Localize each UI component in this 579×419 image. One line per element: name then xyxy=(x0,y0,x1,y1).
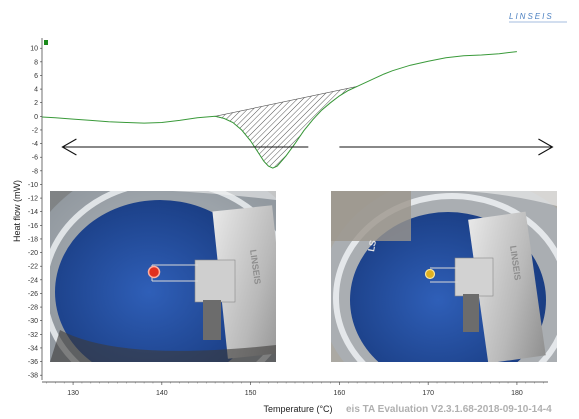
x-tick-label: 160 xyxy=(334,390,346,397)
x-tick-label: 130 xyxy=(67,390,79,397)
y-axis: 10 8 6 4 2 0 -2 -4 -6 -8 -10 -12 -14 -16 -18 -20 -22 -24 -… xyxy=(28,38,43,380)
y-tick-label: -12 xyxy=(28,196,38,203)
x-tick-label: 140 xyxy=(156,390,168,397)
left-indicator-light xyxy=(147,265,161,279)
x-tick-label: 170 xyxy=(422,390,434,397)
y-tick-label: 2 xyxy=(34,100,38,107)
series-marker xyxy=(44,40,48,45)
y-tick-label: 4 xyxy=(34,87,38,94)
right-body-text: LS xyxy=(366,239,378,252)
y-tick-label: -26 xyxy=(28,291,38,298)
y-tick-label: -38 xyxy=(28,373,38,380)
photo-left: LINSEIS xyxy=(50,191,276,362)
footer-version: eis TA Evaluation V2.3.1.68-2018-09-10-1… xyxy=(346,404,552,415)
y-tick-label: -6 xyxy=(32,155,38,162)
brand-logo: LINSEIS xyxy=(509,12,554,21)
y-tick-label: -16 xyxy=(28,223,38,230)
y-tick-label: -36 xyxy=(28,359,38,366)
y-tick-label: -28 xyxy=(28,305,38,312)
y-tick-label: -32 xyxy=(28,332,38,339)
y-tick-label: -10 xyxy=(28,182,38,189)
heat-flow-line xyxy=(41,51,517,169)
x-tick-label: 150 xyxy=(245,390,257,397)
y-tick-label: -34 xyxy=(28,345,38,352)
y-tick-label: 10 xyxy=(30,46,38,53)
x-axis: 130 140 150 160 170 180 xyxy=(42,381,548,397)
y-axis-label: Heat flow (mW) xyxy=(12,180,22,242)
arrow-right xyxy=(339,138,554,156)
x-axis-label: Temperature (°C) xyxy=(263,404,332,414)
y-tick-label: -22 xyxy=(28,264,38,271)
photo-right: LS LINSEIS xyxy=(331,191,557,362)
y-tick-label: -30 xyxy=(28,318,38,325)
y-tick-label: -18 xyxy=(28,236,38,243)
y-tick-label: -24 xyxy=(28,277,38,284)
x-ticks: 130 140 150 160 170 180 xyxy=(46,382,544,397)
y-tick-label: -14 xyxy=(28,209,38,216)
right-indicator-light xyxy=(424,268,436,280)
y-tick-label: -4 xyxy=(32,141,38,148)
y-tick-label: 0 xyxy=(34,114,38,121)
y-tick-label: -8 xyxy=(32,168,38,175)
left-plate-text: LINSEIS xyxy=(248,249,263,285)
arrow-left xyxy=(61,138,309,156)
y-tick-label: 6 xyxy=(34,73,38,80)
y-tick-label: -2 xyxy=(32,127,38,134)
y-tick-label: -20 xyxy=(28,250,38,257)
y-ticks: 10 8 6 4 2 0 -2 -4 -6 -8 -10 -12 -14 -16 -18 -20 -22 -24 -… xyxy=(28,46,42,380)
right-plate-text: LINSEIS xyxy=(508,245,523,281)
arrow-annotations xyxy=(61,138,554,156)
x-tick-label: 180 xyxy=(511,390,523,397)
y-tick-label: 8 xyxy=(34,59,38,66)
